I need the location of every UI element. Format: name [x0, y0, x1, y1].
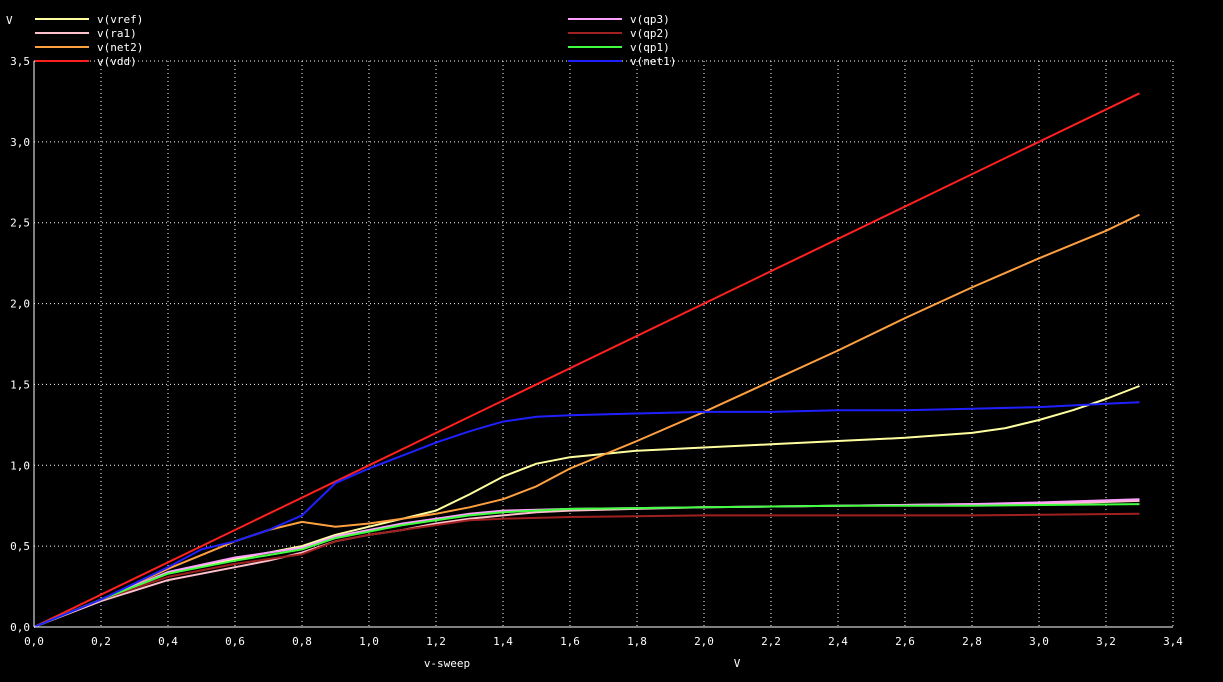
x-tick-label-0: 0,0 — [24, 635, 44, 648]
tick-labels: 0,0 0,2 0,4 0,6 0,8 1,0 1,2 1,4 1,6 1,8 2,0 2,2 2,4 2… — [10, 55, 1183, 648]
series-line-3 — [33, 92, 1140, 628]
y-tick-label-0: 0,0 — [10, 621, 30, 634]
series-line-7 — [33, 401, 1140, 628]
y-tick-label-1: 0,5 — [10, 540, 30, 553]
x-tick-label-11: 2,2 — [761, 635, 781, 648]
x-tick-label-2: 0,4 — [158, 635, 178, 648]
legend-label-2: v(net2) — [97, 41, 143, 54]
x-axis-label: v-sweep — [424, 657, 470, 670]
x-tick-label-15: 3,0 — [1029, 635, 1049, 648]
legend-label-6: v(qp1) — [630, 41, 670, 54]
y-tick-label-5: 2,5 — [10, 217, 30, 230]
x-tick-label-5: 1,0 — [359, 635, 379, 648]
x-tick-label-9: 1,8 — [627, 635, 647, 648]
x-tick-label-13: 2,6 — [895, 635, 915, 648]
y-tick-label-7: 3,5 — [10, 55, 30, 68]
y-unit-label: V — [6, 14, 13, 27]
legend-label-3: v(vdd) — [97, 55, 137, 68]
series-line-0 — [33, 385, 1140, 628]
x-tick-label-3: 0,6 — [225, 635, 245, 648]
axes — [33, 61, 1173, 628]
legend-label-4: v(qp3) — [630, 13, 670, 26]
x-tick-label-6: 1,2 — [426, 635, 446, 648]
legend-label-0: v(vref) — [97, 13, 143, 26]
x-tick-label-17: 3,4 — [1163, 635, 1183, 648]
x-tick-label-12: 2,4 — [828, 635, 848, 648]
series-line-5 — [33, 512, 1140, 628]
x-tick-label-4: 0,8 — [292, 635, 312, 648]
legend: v(vref)v(ra1)v(net2)v(vdd)v(qp3)v(qp2)v(… — [35, 13, 676, 68]
legend-label-7: v(net1) — [630, 55, 676, 68]
y-tick-label-6: 3,0 — [10, 136, 30, 149]
legend-label-5: v(qp2) — [630, 27, 670, 40]
y-tick-label-2: 1,0 — [10, 459, 30, 472]
y-tick-label-4: 2,0 — [10, 298, 30, 311]
series-line-6 — [33, 503, 1140, 628]
x-tick-label-16: 3,2 — [1096, 635, 1116, 648]
x-unit-label: V — [734, 657, 741, 670]
x-tick-label-7: 1,4 — [493, 635, 513, 648]
x-tick-label-14: 2,8 — [962, 635, 982, 648]
x-tick-label-8: 1,6 — [560, 635, 580, 648]
y-tick-label-3: 1,5 — [10, 378, 30, 391]
legend-label-1: v(ra1) — [97, 27, 137, 40]
x-tick-label-1: 0,2 — [91, 635, 111, 648]
x-tick-label-10: 2,0 — [694, 635, 714, 648]
series-lines — [33, 92, 1140, 628]
